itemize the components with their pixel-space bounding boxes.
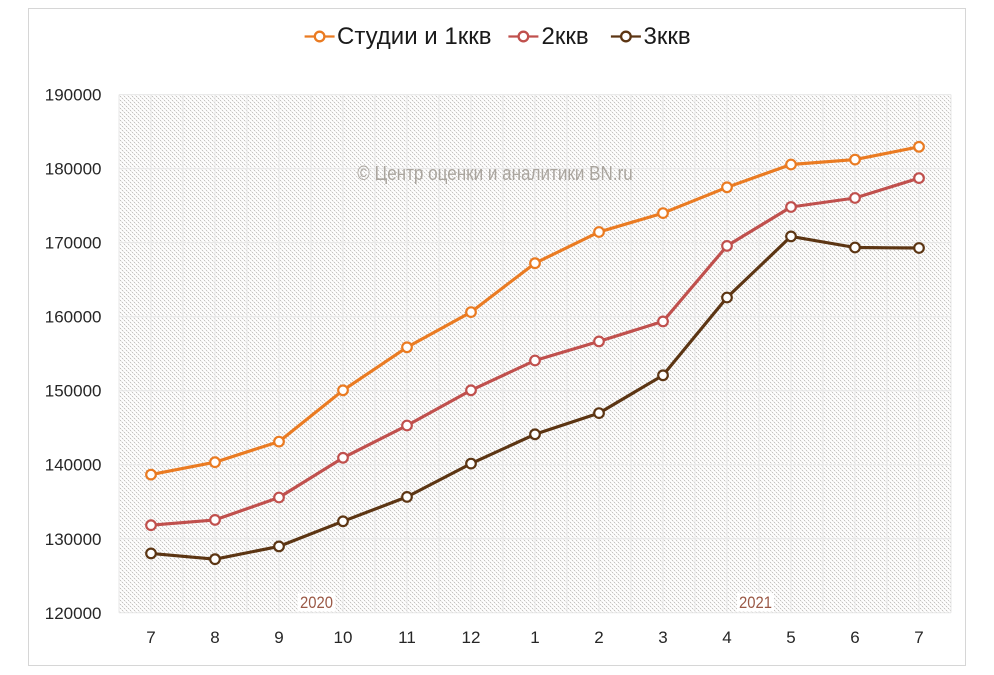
svg-text:130000: 130000: [45, 530, 102, 549]
svg-text:2: 2: [594, 628, 603, 647]
svg-text:7: 7: [914, 628, 923, 647]
svg-text:5: 5: [786, 628, 795, 647]
svg-text:160000: 160000: [45, 308, 102, 327]
svg-text:2021: 2021: [739, 593, 772, 612]
svg-text:8: 8: [210, 628, 219, 647]
svg-text:180000: 180000: [45, 160, 102, 179]
svg-text:6: 6: [850, 628, 859, 647]
svg-text:190000: 190000: [45, 86, 102, 105]
svg-text:12: 12: [462, 628, 481, 647]
svg-text:2020: 2020: [300, 593, 333, 612]
svg-text:170000: 170000: [45, 234, 102, 253]
svg-text:© Центр оценки и аналитики BN.: © Центр оценки и аналитики BN.ru: [357, 162, 633, 185]
svg-text:150000: 150000: [45, 382, 102, 401]
svg-text:2ккв: 2ккв: [542, 23, 589, 50]
svg-text:120000: 120000: [45, 604, 102, 623]
svg-text:11: 11: [398, 628, 416, 647]
svg-text:140000: 140000: [45, 456, 102, 475]
svg-text:10: 10: [334, 628, 353, 647]
svg-text:1: 1: [530, 628, 539, 647]
svg-text:Студии и 1ккв: Студии и 1ккв: [337, 23, 491, 50]
svg-text:4: 4: [722, 628, 731, 647]
svg-text:7: 7: [146, 628, 155, 647]
svg-text:3: 3: [658, 628, 667, 647]
svg-text:9: 9: [274, 628, 283, 647]
svg-text:3ккв: 3ккв: [644, 23, 691, 50]
